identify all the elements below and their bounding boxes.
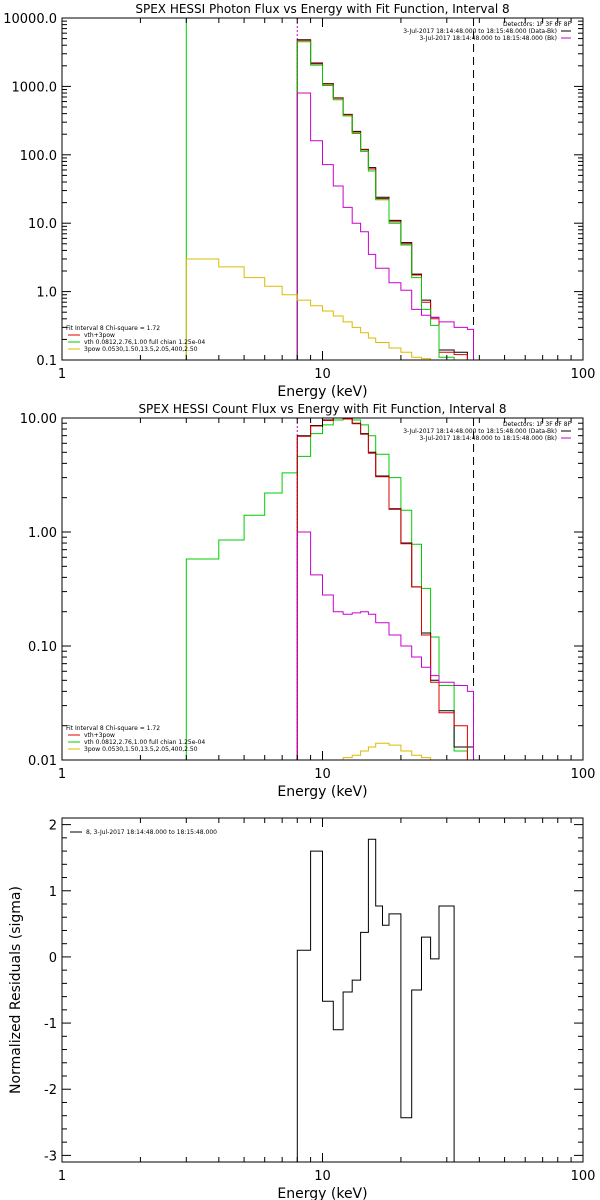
y-tick-label: 10.00 — [20, 412, 57, 427]
legend-bottom-entry: Fit Interval 8 Chi-square = 1.72 — [66, 325, 160, 332]
y-axis-label: Normalized Residuals (sigma) — [8, 886, 24, 1094]
series-4-line — [342, 742, 432, 760]
x-tick-label: 100 — [571, 767, 596, 782]
x-axis-label: Energy (keV) — [277, 1186, 367, 1200]
y-tick-label: 0.10 — [28, 640, 57, 655]
y-tick-label: 1 — [49, 885, 57, 900]
y-tick-label: 10000.0 — [3, 12, 57, 27]
y-tick-label: 10.0 — [28, 217, 57, 232]
series-4-line — [185, 258, 439, 360]
chart-title: SPEX HESSI Photon Flux vs Energy with Fi… — [135, 2, 509, 16]
x-tick-label: 100 — [571, 1169, 596, 1184]
y-tick-label: 0.1 — [36, 354, 57, 369]
series-1-line — [296, 418, 474, 760]
x-axis-label: Energy (keV) — [277, 384, 367, 400]
x-tick-label: 100 — [571, 367, 596, 382]
y-tick-label: 2 — [49, 819, 57, 834]
y-tick-label: -3 — [44, 1149, 57, 1164]
y-tick-label: 1.0 — [36, 286, 57, 301]
legend-top-entry: 3-Jul-2017 18:14:48.000 to 18:15:48.000 … — [419, 35, 557, 42]
chart-title: SPEX HESSI Count Flux vs Energy with Fit… — [138, 402, 506, 416]
data-layer — [185, 418, 475, 760]
y-tick-label: 100.0 — [20, 149, 57, 164]
legend-top-entry: 3-Jul-2017 18:14:48.000 to 18:15:48.000 … — [403, 428, 557, 435]
legend-bottom-entry: vth+3pow — [84, 732, 115, 739]
legend-entry: 8, 3-Jul-2017 18:14:48.000 to 18:15:48.0… — [86, 829, 217, 836]
series-2-line — [296, 41, 468, 360]
legend-top-entry: 3-Jul-2017 18:14:48.000 to 18:15:48.000 … — [419, 435, 557, 442]
legend-bottom-entry: vth+3pow — [84, 332, 115, 339]
legend-bottom-entry: 3pow 0.0530,1.50,13.5,2.05,400,2.50 — [84, 746, 198, 753]
series-0-line — [185, 418, 468, 760]
legend-bottom-entry: vth 0.0812,2.76,1.00 full chian 1.25e-04 — [84, 739, 205, 746]
legend-bottom-entry: 3pow 0.0530,1.50,13.5,2.05,400,2.50 — [84, 346, 198, 353]
x-tick-label: 10 — [314, 367, 331, 382]
y-tick-label: 1000.0 — [12, 80, 58, 95]
y-tick-label: 0 — [49, 951, 57, 966]
series-0-line — [296, 838, 455, 1162]
x-axis-label: Energy (keV) — [277, 784, 367, 800]
legend-top-entry: Detectors: 1F 3F 6F 8F — [503, 421, 572, 428]
x-tick-label: 1 — [58, 367, 66, 382]
y-tick-label: -2 — [44, 1083, 57, 1098]
x-tick-label: 10 — [314, 1169, 331, 1184]
series-3-line — [296, 92, 474, 360]
legend-top-entry: 3-Jul-2017 18:14:48.000 to 18:15:48.000 … — [403, 28, 557, 35]
y-tick-label: -1 — [44, 1017, 57, 1032]
series-2-line — [296, 418, 468, 760]
series-3-line — [296, 531, 474, 760]
x-tick-label: 10 — [314, 767, 331, 782]
photon-flux-panel: SPEX HESSI Photon Flux vs Energy with Fi… — [3, 2, 595, 400]
y-tick-label: 0.01 — [28, 754, 57, 769]
x-tick-label: 1 — [58, 1169, 66, 1184]
legend-top-entry: Detectors: 1F 3F 6F 8F — [503, 21, 572, 28]
y-tick-label: 1.00 — [28, 526, 57, 541]
data-layer — [185, 18, 475, 360]
legend-bottom-entry: vth 0.0812,2.76,1.00 full chian 1.25e-04 — [84, 339, 205, 346]
data-layer — [296, 838, 455, 1162]
legend-bottom-entry: Fit Interval 8 Chi-square = 1.72 — [66, 725, 160, 732]
count-flux-panel: SPEX HESSI Count Flux vs Energy with Fit… — [20, 402, 596, 800]
residuals-panel: 1 10 100 Energy (keV) -3 -2 -1 0 1 2 Normalized Re… — [8, 817, 596, 1200]
x-tick-label: 1 — [58, 767, 66, 782]
